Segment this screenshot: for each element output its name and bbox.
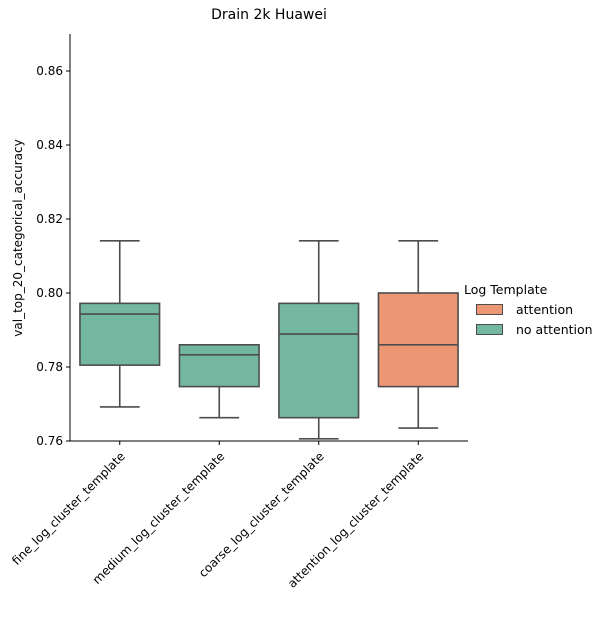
y-tick-label: 0.78 [36, 360, 63, 374]
legend-swatch-attention [476, 304, 503, 315]
box-attention_log_cluster_template [377, 292, 459, 388]
legend-title: Log Template [464, 282, 548, 297]
box-medium_log_cluster_template [178, 343, 260, 388]
x-tick-label: fine_log_cluster_template [9, 449, 128, 568]
y-tick-label: 0.86 [36, 64, 63, 78]
y-tick-label: 0.80 [36, 286, 63, 300]
legend-label-attention: attention [516, 302, 574, 317]
box-fine_log_cluster_template [79, 302, 161, 366]
legend-label-no-attention: no attention [516, 322, 593, 337]
y-tick-label: 0.76 [36, 434, 63, 448]
chart-title: Drain 2k Huawei [211, 7, 327, 23]
y-tick-label: 0.82 [36, 212, 63, 226]
box-coarse_log_cluster_template [278, 302, 360, 419]
legend-swatch-no-attention [476, 324, 503, 335]
y-tick-label: 0.84 [36, 138, 63, 152]
